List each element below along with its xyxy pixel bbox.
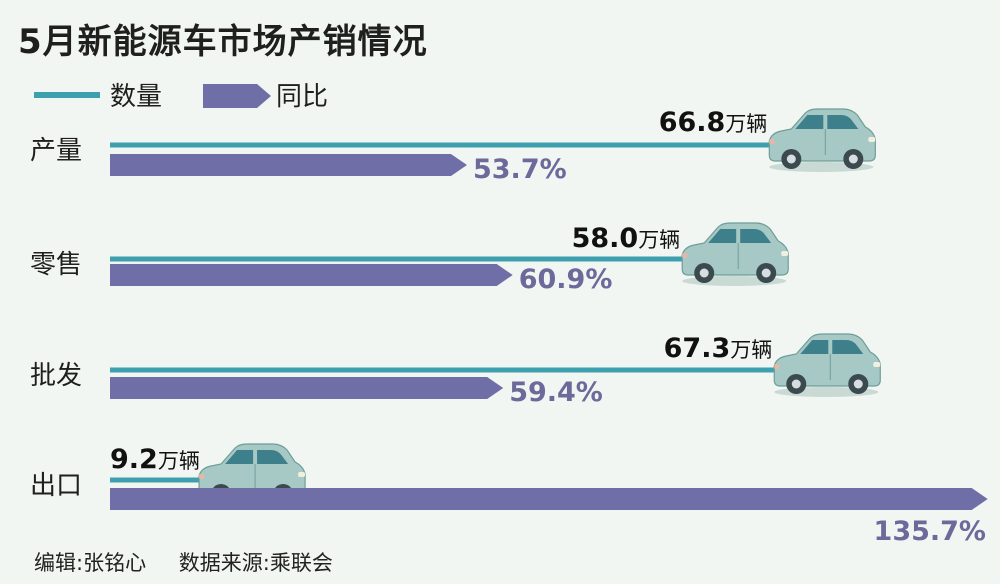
yoy-bar: [110, 377, 504, 399]
chart-title: 5月新能源车市场产销情况: [18, 22, 428, 62]
footer-source: 数据来源:乘联会: [178, 551, 333, 575]
category-label: 出口: [30, 471, 82, 501]
yoy-value-label: 59.4%: [509, 377, 603, 408]
car-icon: [681, 222, 789, 286]
legend-quantity-swatch: [34, 92, 100, 98]
quantity-number: 58.0: [572, 223, 639, 254]
quantity-value-label: 66.8万辆: [659, 107, 768, 138]
quantity-value-label: 67.3万辆: [664, 333, 773, 364]
footer: 编辑:张铭心 数据来源:乘联会: [34, 547, 333, 577]
category-label: 批发: [30, 361, 82, 391]
quantity-unit: 万辆: [638, 228, 680, 252]
quantity-unit: 万辆: [158, 449, 200, 473]
car-icon: [768, 108, 876, 172]
category-label: 产量: [30, 136, 82, 166]
quantity-number: 67.3: [664, 333, 731, 364]
legend-quantity-label: 数量: [110, 82, 163, 112]
yoy-value-label: 135.7%: [874, 516, 986, 547]
legend-yoy-swatch: [203, 84, 271, 108]
quantity-value-label: 58.0万辆: [572, 223, 681, 254]
yoy-bar: [110, 264, 513, 286]
yoy-bar: [110, 154, 467, 176]
car-icon: [773, 333, 881, 397]
quantity-number: 66.8: [659, 107, 726, 138]
footer-editor: 编辑:张铭心: [34, 551, 147, 575]
quantity-number: 9.2: [110, 444, 158, 475]
legend-yoy-label: 同比: [276, 82, 329, 112]
yoy-bar: [110, 488, 988, 510]
yoy-value-label: 53.7%: [473, 154, 567, 185]
category-label: 零售: [30, 250, 82, 280]
quantity-unit: 万辆: [730, 338, 772, 362]
quantity-value-label: 9.2万辆: [110, 444, 200, 475]
yoy-value-label: 60.9%: [519, 264, 613, 295]
quantity-unit: 万辆: [725, 112, 767, 136]
